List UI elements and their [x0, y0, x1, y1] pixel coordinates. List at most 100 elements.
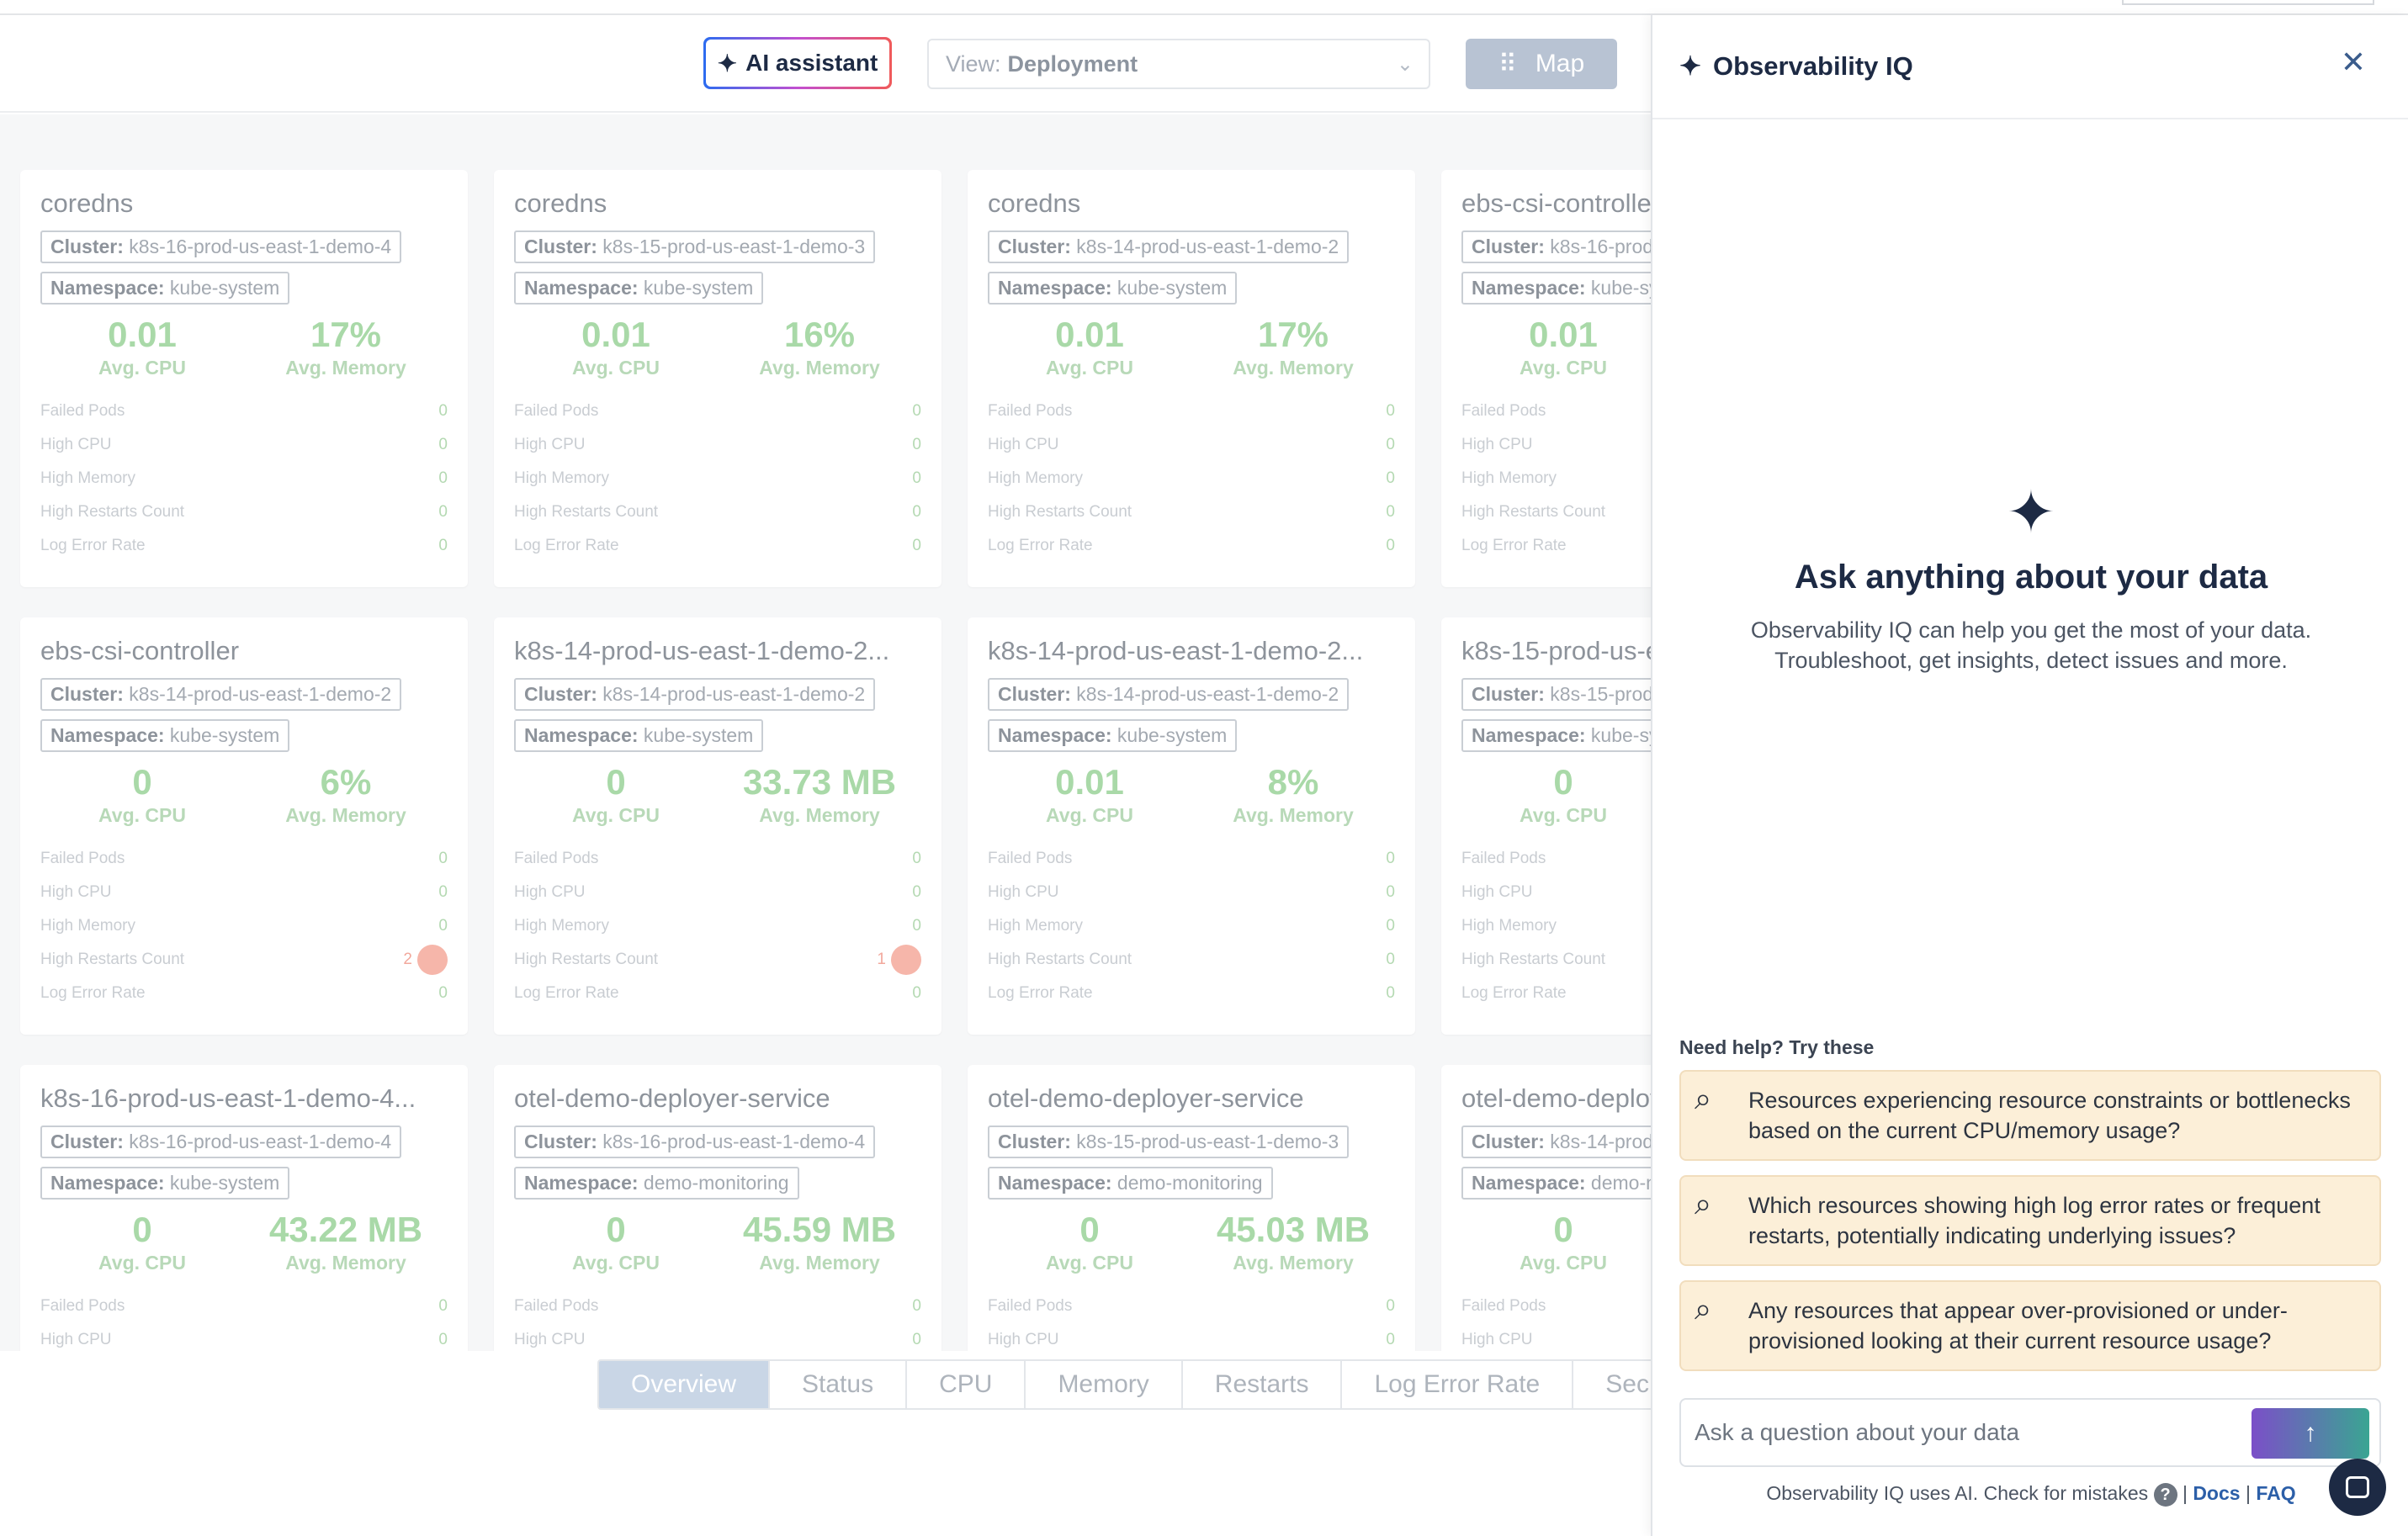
card-stat-row: High CPU 0 — [40, 876, 448, 909]
namespace-tag-label: Namespace: — [50, 277, 165, 299]
card-stat-row: High Restarts Count — [1461, 495, 1651, 529]
view-select-label: View: — [946, 50, 1001, 77]
deployment-card[interactable]: ebs-csi-controller Cluster: k8s-14-prod-u… — [20, 617, 468, 1035]
deployment-card[interactable]: k8s-16-prod-us-east-1-demo-4... Cluster: … — [20, 1065, 468, 1351]
stat-label: Log Error Rate — [40, 537, 146, 554]
question-input[interactable]: Ask a question about your data ↑ — [1679, 1398, 2381, 1467]
card-stat-row: Failed Pods 0 — [40, 395, 448, 428]
deployment-card[interactable]: otel-demo-deployer-service Cluster: k8s-1… — [494, 1065, 941, 1351]
cluster-tag: Cluster: k8s-16-prod-us-east-1-demo-4 — [514, 1126, 876, 1158]
suggestion-1[interactable]: ⌕ Resources experiencing resource constr… — [1679, 1070, 2381, 1161]
avg-cpu-metric: 0 Avg. CPU — [1461, 762, 1651, 827]
deployment-card[interactable]: k8s-15-prod-us-east-1-demo-3... Cluster: … — [1441, 617, 1651, 1035]
namespace-tag-label: Namespace: — [524, 277, 639, 299]
tab-overview[interactable]: Overview — [599, 1361, 771, 1408]
deployment-card[interactable]: coredns Cluster: k8s-15-prod-us-east-1-de… — [494, 170, 941, 587]
stat-label: High CPU — [514, 436, 586, 453]
cluster-tag-value: k8s-16-prod-us-east-1-demo-4 — [1550, 236, 1651, 257]
hero-line-1: Observability IQ can help you get the mo… — [1750, 617, 2312, 643]
avg-memory-label: Avg. Memory — [285, 357, 406, 379]
deployment-card[interactable]: coredns Cluster: k8s-16-prod-us-east-1-de… — [20, 170, 468, 587]
stat-label: High CPU — [514, 1331, 586, 1348]
card-stat-row: High Restarts Count — [1461, 943, 1651, 977]
card-stat-row: High Restarts Count 0 — [40, 495, 448, 529]
suggestion-3[interactable]: ⌕ Any resources that appear over-provisi… — [1679, 1280, 2381, 1371]
suggestion-2[interactable]: ⌕ Which resources showing high log error… — [1679, 1175, 2381, 1266]
stat-value: 0 — [1386, 883, 1395, 901]
avg-cpu-value: 0 — [1553, 762, 1573, 802]
tab-memory[interactable]: Memory — [1026, 1361, 1183, 1408]
stat-label: Failed Pods — [988, 402, 1073, 420]
tab-restarts[interactable]: Restarts — [1183, 1361, 1343, 1408]
stat-value: 0 — [438, 537, 448, 554]
deployment-card[interactable]: k8s-14-prod-us-east-1-demo-2... Cluster: … — [494, 617, 941, 1035]
avg-memory-label: Avg. Memory — [285, 1252, 406, 1274]
stat-label: Failed Pods — [1461, 1297, 1546, 1315]
tab-log-error-rate[interactable]: Log Error Rate — [1342, 1361, 1574, 1408]
drag-handle-icon: ⠿ — [1498, 50, 1517, 78]
cluster-tag-label: Cluster: — [1472, 683, 1545, 705]
avg-memory-value: 45.03 MB — [1216, 1210, 1371, 1249]
namespace-tag-value: kube-system — [169, 724, 280, 746]
stat-value: 0 — [438, 436, 448, 453]
tab-cpu[interactable]: CPU — [907, 1361, 1026, 1408]
cluster-tag-label: Cluster: — [1472, 236, 1545, 257]
namespace-tag: Namespace: kube-system — [1461, 272, 1651, 305]
stat-value: 0 — [912, 883, 921, 901]
deployment-card[interactable]: coredns Cluster: k8s-14-prod-us-east-1-de… — [968, 170, 1415, 587]
avg-cpu-label: Avg. CPU — [572, 357, 660, 379]
stat-label: Log Error Rate — [1461, 984, 1567, 1002]
send-button[interactable]: ↑ — [2252, 1408, 2369, 1459]
card-stat-row: Log Error Rate 0 — [988, 529, 1395, 563]
help-title: Need help? Try these — [1679, 1036, 1875, 1058]
deployment-card[interactable]: otel-demo-deployer-service Cluster: k8s-1… — [968, 1065, 1415, 1351]
avg-cpu-value: 0 — [606, 762, 626, 802]
avg-memory-label: Avg. Memory — [1233, 1252, 1354, 1274]
namespace-tag-label: Namespace: — [50, 1172, 165, 1194]
card-stat-row: Failed Pods — [1461, 842, 1651, 876]
cluster-tag: Cluster: k8s-15-prod-us-east-1-demo-3 — [514, 230, 876, 263]
cluster-tag: Cluster: k8s-14-prod-us-east-1-demo-2 — [988, 230, 1350, 263]
cluster-tag: Cluster: k8s-15-prod-us-east-1-demo-3 — [1461, 678, 1651, 711]
card-stat-row: Failed Pods 0 — [40, 1290, 448, 1323]
view-select[interactable]: View: Deployment ⌄ — [927, 39, 1430, 89]
card-stat-row: Failed Pods 0 — [988, 1290, 1395, 1323]
ai-assistant-label: AI assistant — [745, 50, 878, 76]
panel-hero: ✦ Ask anything about your data Observabi… — [1652, 478, 2408, 675]
avg-memory-metric: 43.22 MB Avg. Memory — [244, 1210, 448, 1274]
namespace-tag: Namespace: demo-monitoring — [988, 1167, 1273, 1200]
stat-label: High Memory — [1461, 469, 1557, 487]
deployment-card[interactable]: k8s-14-prod-us-east-1-demo-2... Cluster: … — [968, 617, 1415, 1035]
card-stat-row: Log Error Rate 0 — [514, 529, 921, 563]
docs-link[interactable]: Docs — [2193, 1482, 2241, 1504]
card-title: coredns — [988, 188, 1081, 218]
hero-line-2: Troubleshoot, get insights, detect issue… — [1774, 648, 2288, 673]
avg-memory-value: 43.22 MB — [268, 1210, 423, 1249]
card-title: k8s-16-prod-us-east-1-demo-4... — [40, 1083, 416, 1113]
faq-link[interactable]: FAQ — [2256, 1482, 2296, 1504]
avg-memory-metric: 45.59 MB Avg. Memory — [718, 1210, 921, 1274]
search-icon: ⌕ — [1695, 1186, 1712, 1221]
card-stat-row: High Memory 0 — [514, 909, 921, 943]
namespace-tag-value: kube-system — [169, 1172, 280, 1194]
chat-launcher-button[interactable] — [2329, 1459, 2386, 1516]
deployment-card[interactable]: otel-demo-deployer-service Cluster: k8s-1… — [1441, 1065, 1651, 1351]
namespace-tag: Namespace: demo-monitoring — [514, 1167, 799, 1200]
map-button-label: Map — [1535, 50, 1585, 77]
deployment-card[interactable]: ebs-csi-controller Cluster: k8s-16-prod-u… — [1441, 170, 1651, 587]
ai-assistant-button[interactable]: ✦ AI assistant — [703, 37, 892, 89]
card-stat-row: High Restarts Count 1 — [514, 943, 921, 977]
top-search-stub — [2122, 0, 2374, 5]
stat-label: Log Error Rate — [514, 984, 619, 1002]
arrow-up-icon: ↑ — [2304, 1419, 2317, 1447]
avg-memory-metric: 6% Avg. Memory — [244, 762, 448, 827]
close-icon[interactable]: ✕ — [2340, 45, 2366, 79]
namespace-tag: Namespace: kube-system — [40, 272, 290, 305]
tab-status[interactable]: Status — [770, 1361, 908, 1408]
card-title: k8s-14-prod-us-east-1-demo-2... — [988, 636, 1364, 665]
namespace-tag: Namespace: kube-system — [988, 719, 1238, 752]
card-stat-row: High Restarts Count 2 — [40, 943, 448, 977]
help-icon[interactable]: ? — [2153, 1482, 2177, 1507]
map-button[interactable]: ⠿ Map — [1466, 39, 1617, 89]
stat-value: 0 — [912, 1297, 921, 1315]
